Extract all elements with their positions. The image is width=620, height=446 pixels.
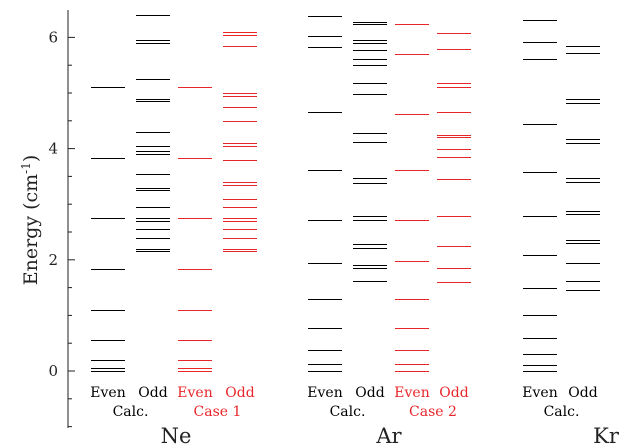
column-label: Even xyxy=(90,385,125,401)
element-label: Kr xyxy=(593,424,620,446)
y-axis-label-end: ) xyxy=(20,155,42,162)
column-label: Odd xyxy=(138,385,167,401)
column-labels: Even Odd Even Odd Calc. Case 1Ne Even Odd Even Od… xyxy=(90,385,620,446)
method-label: Calc. xyxy=(544,404,580,420)
column-label: Odd xyxy=(439,385,468,401)
column-label: Odd xyxy=(568,385,597,401)
y-axis: 0 2 4 6 xyxy=(48,28,75,428)
y-axis-label-superscript: -1 xyxy=(19,162,33,174)
method-label: Calc. xyxy=(330,404,366,420)
column-label: Odd xyxy=(355,385,384,401)
column-label: Even xyxy=(522,385,557,401)
y-tick-label: 0 xyxy=(48,362,58,380)
column-label: Even xyxy=(394,385,429,401)
y-tick-label: 6 xyxy=(48,28,58,46)
energy-levels xyxy=(91,14,600,373)
column-label: Odd xyxy=(225,385,254,401)
y-axis-label-main: Energy (cm xyxy=(20,174,42,285)
method-label: Calc. xyxy=(113,404,149,420)
column-label: Even xyxy=(177,385,212,401)
y-tick-label: 4 xyxy=(48,140,58,158)
y-tick-label: 2 xyxy=(48,251,58,269)
method-label: Case 2 xyxy=(409,404,457,420)
element-label: Ne xyxy=(161,424,192,446)
method-label: Case 1 xyxy=(194,404,242,420)
element-label: Ar xyxy=(375,424,402,446)
y-axis-label: Energy (cm-1) xyxy=(19,155,42,286)
column-label: Even xyxy=(307,385,342,401)
